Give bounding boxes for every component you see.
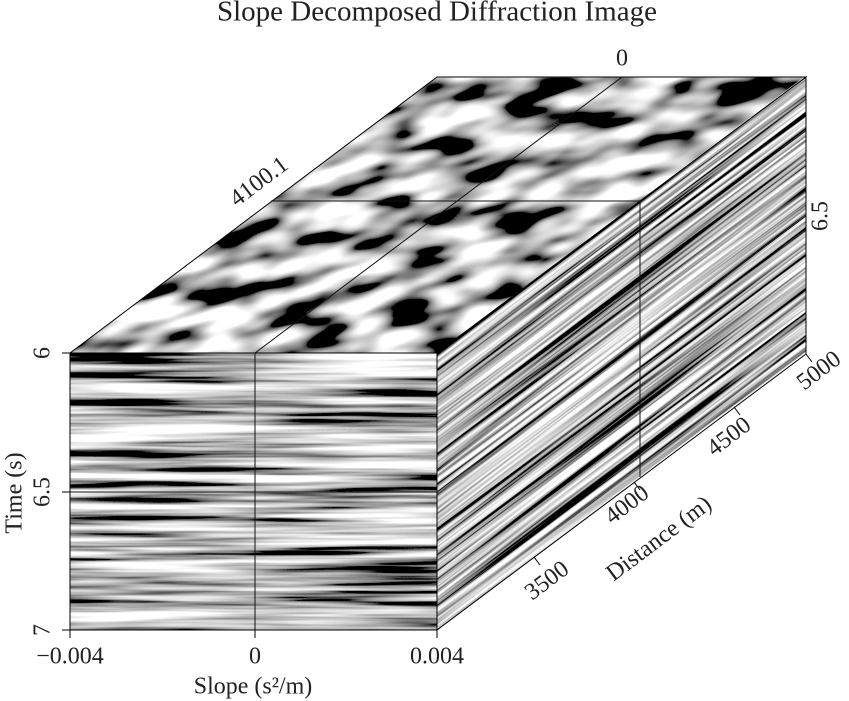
x-tick-label: 0.004 bbox=[410, 644, 464, 670]
x-axis-label: Slope (s²/m) bbox=[194, 674, 313, 700]
y-tick-label: 6.5 bbox=[30, 477, 56, 507]
z-tick-label: 3500 bbox=[520, 556, 574, 606]
tick bbox=[633, 481, 641, 491]
tick bbox=[805, 353, 813, 363]
tick bbox=[733, 406, 741, 416]
top-face bbox=[70, 77, 805, 353]
x-tick-label: 0 bbox=[249, 644, 261, 670]
slice-label: 6.5 bbox=[808, 201, 834, 231]
y-axis-label: Time (s) bbox=[2, 452, 28, 533]
slice-label: 0 bbox=[616, 46, 628, 72]
title: Slope Decomposed Diffraction Image bbox=[217, 0, 657, 28]
slice-line bbox=[254, 76, 623, 354]
x-tick-label: −0.004 bbox=[36, 644, 104, 670]
tick bbox=[533, 556, 541, 566]
y-tick-label: 6 bbox=[30, 347, 56, 359]
y-tick-label: 7 bbox=[30, 624, 56, 636]
slice-line bbox=[436, 215, 807, 493]
